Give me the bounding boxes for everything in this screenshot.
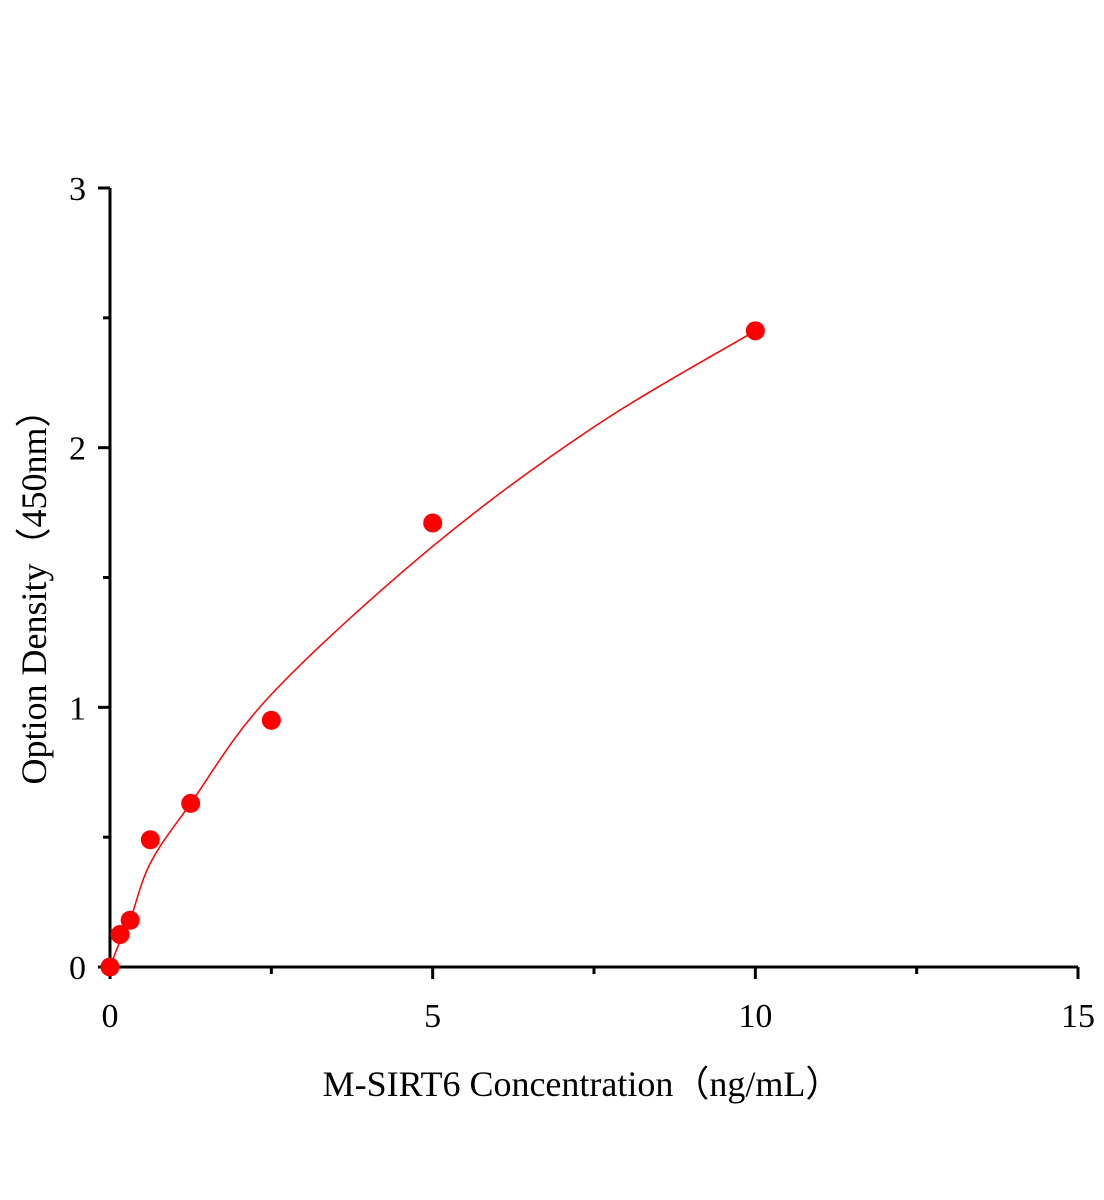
data-point: [110, 925, 130, 945]
data-point: [423, 513, 443, 533]
data-point: [261, 710, 281, 730]
x-tick-label: 15: [1061, 998, 1095, 1035]
y-tick-label: 3: [69, 171, 86, 208]
y-tick-label: 0: [69, 950, 86, 987]
data-point: [100, 957, 120, 977]
x-axis-label: M-SIRT6 Concentration（ng/mL）: [323, 1064, 842, 1104]
data-point: [181, 793, 201, 813]
data-point: [140, 830, 160, 850]
x-tick-label: 0: [102, 998, 119, 1035]
data-points: [100, 321, 765, 977]
axes: 0 5 10 15 0 1 2 3: [69, 171, 1095, 1035]
x-tick-label: 10: [738, 998, 772, 1035]
fit-curve: [109, 330, 756, 968]
data-point: [120, 910, 140, 930]
x-tick-label: 5: [424, 998, 441, 1035]
y-tick-label: 1: [69, 690, 86, 727]
y-axis-label: Option Density（450nm）: [14, 392, 54, 785]
y-tick-label: 2: [69, 431, 86, 468]
data-point: [745, 321, 765, 341]
